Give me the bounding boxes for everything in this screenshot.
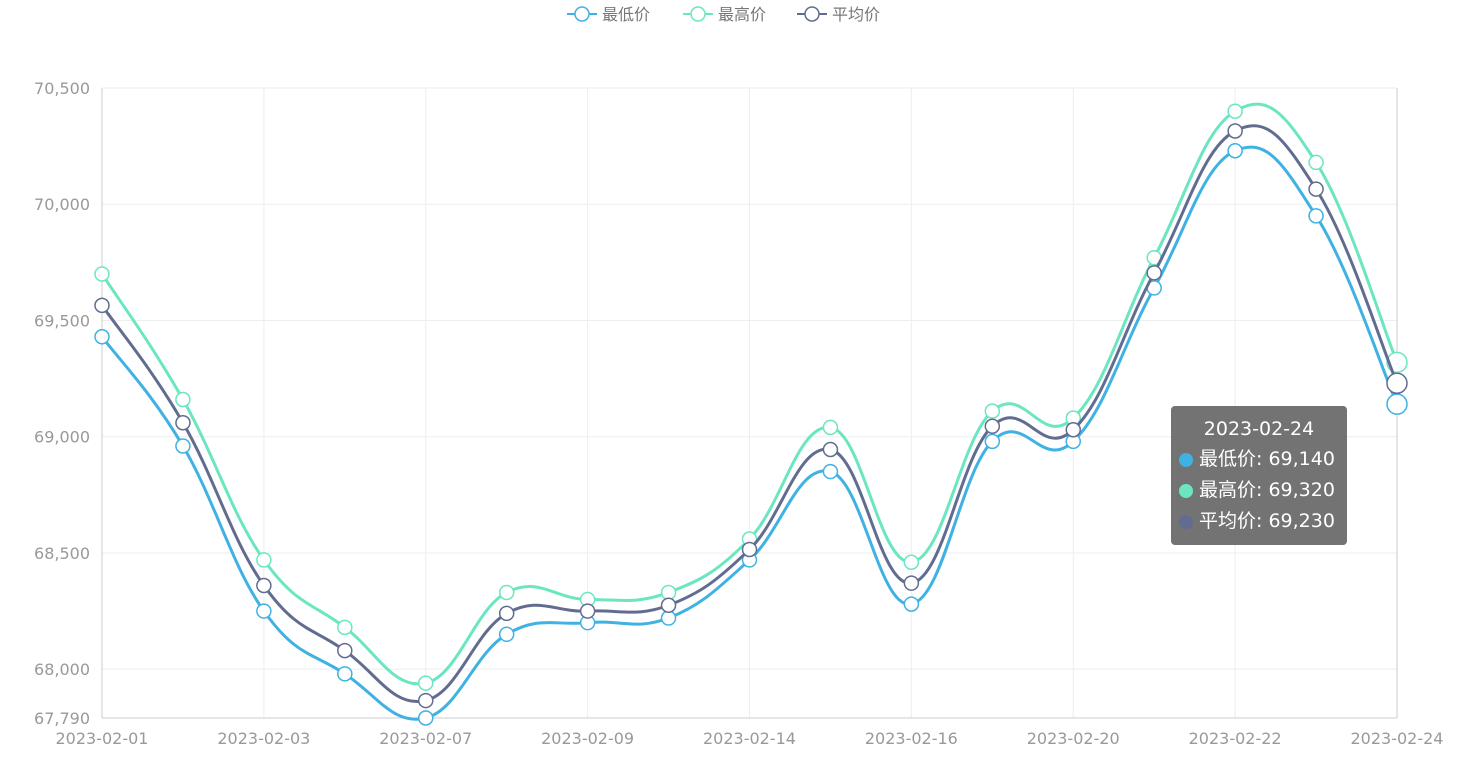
data-point[interactable]	[822, 463, 839, 480]
tooltip: 2023-02-24 最低价: 69,140 最高价: 69,320 平均价: …	[1171, 406, 1347, 545]
x-tick-label: 2023-02-16	[865, 729, 958, 748]
data-point[interactable]	[660, 584, 677, 601]
data-point[interactable]	[175, 438, 191, 454]
tooltip-label-avg: 平均价: 69,230	[1199, 510, 1335, 532]
series-2	[94, 123, 1408, 709]
legend-label: 平均价	[832, 5, 880, 24]
data-point[interactable]	[1065, 421, 1081, 438]
data-point[interactable]	[256, 577, 272, 594]
data-point[interactable]	[337, 619, 353, 636]
y-tick-label: 70,000	[34, 195, 90, 214]
data-point[interactable]	[1386, 393, 1408, 415]
y-tick-label: 68,000	[34, 660, 90, 679]
x-tick-label: 2023-02-14	[703, 729, 796, 748]
series-line	[100, 102, 1399, 686]
data-point[interactable]	[1308, 208, 1324, 224]
legend-item-1[interactable]: 最高价	[683, 5, 766, 24]
data-point[interactable]	[984, 433, 1001, 450]
data-point[interactable]	[94, 266, 110, 282]
x-tick-label: 2023-02-07	[379, 729, 472, 748]
legend-label: 最低价	[602, 5, 650, 24]
data-point[interactable]	[660, 597, 677, 614]
data-point[interactable]	[418, 692, 434, 709]
data-point[interactable]	[418, 710, 434, 726]
data-point[interactable]	[418, 675, 434, 691]
data-point[interactable]	[741, 541, 758, 558]
x-tick-label: 2023-02-03	[217, 729, 310, 748]
legend-marker	[804, 6, 820, 22]
data-point[interactable]	[579, 603, 596, 619]
y-tick-label: 70,500	[34, 79, 90, 98]
x-axis-tick-labels: 2023-02-01 2023-02-03 2023-02-07 2023-02-09…	[56, 729, 1444, 748]
legend[interactable]: 最低价 最高价 平均价	[567, 5, 880, 24]
legend-marker	[574, 6, 590, 22]
data-point[interactable]	[903, 596, 920, 612]
y-tick-label: 69,500	[34, 311, 90, 330]
data-point[interactable]	[337, 666, 353, 682]
data-point[interactable]	[1308, 154, 1324, 171]
data-point[interactable]	[984, 403, 1001, 419]
series-line	[100, 145, 1399, 721]
data-point[interactable]	[1308, 181, 1324, 197]
tooltip-label-min: 最低价: 69,140	[1199, 448, 1335, 470]
tooltip-title: 2023-02-24	[1203, 418, 1315, 440]
series-0	[94, 143, 1408, 726]
data-point[interactable]	[1146, 265, 1162, 281]
legend-item-0[interactable]: 最低价	[567, 5, 650, 24]
data-point[interactable]	[660, 610, 677, 626]
data-point[interactable]	[498, 584, 515, 601]
tooltip-row-min: 最低价: 69,140	[1179, 444, 1347, 475]
tooltip-label-max: 最高价: 69,320	[1199, 479, 1335, 501]
data-point[interactable]	[822, 419, 839, 436]
tooltip-row-avg: 平均价: 69,230	[1179, 506, 1347, 537]
data-point[interactable]	[903, 575, 920, 591]
y-tick-label: 68,500	[34, 544, 90, 563]
tooltip-dot-max	[1179, 483, 1193, 498]
y-tick-label: 69,000	[34, 428, 90, 447]
data-point[interactable]	[1227, 143, 1243, 159]
data-point[interactable]	[984, 418, 1001, 434]
y-tick-label: 67,790	[34, 709, 90, 728]
data-point[interactable]	[256, 603, 272, 619]
data-point[interactable]	[498, 626, 515, 643]
data-point[interactable]	[903, 554, 920, 570]
legend-item-2[interactable]: 平均价	[797, 5, 880, 24]
series-line	[100, 124, 1399, 704]
tooltip-dot-min	[1179, 452, 1193, 467]
legend-marker	[690, 6, 706, 22]
data-point[interactable]	[175, 415, 191, 431]
data-point[interactable]	[822, 441, 839, 458]
data-point[interactable]	[94, 297, 110, 314]
data-point[interactable]	[498, 605, 515, 622]
data-point[interactable]	[1227, 123, 1243, 139]
tooltip-dot-avg	[1179, 514, 1193, 529]
series-layer	[94, 102, 1408, 726]
grid-lines	[102, 87, 1398, 718]
x-tick-label: 2023-02-01	[56, 729, 149, 748]
data-point[interactable]	[94, 328, 110, 345]
series-1	[94, 102, 1408, 691]
data-point[interactable]	[337, 642, 353, 659]
legend-label: 最高价	[718, 5, 766, 24]
data-point[interactable]	[175, 391, 191, 408]
data-point[interactable]	[1227, 103, 1243, 119]
x-tick-label: 2023-02-24	[1351, 729, 1444, 748]
x-tick-label: 2023-02-09	[541, 729, 634, 748]
y-axis-tick-labels: 67,790 68,000 68,500 69,000 69,500 70,000 70,5…	[34, 79, 90, 728]
x-tick-label: 2023-02-20	[1027, 729, 1120, 748]
tooltip-row-max: 最高价: 69,320	[1179, 475, 1347, 506]
data-point[interactable]	[1386, 372, 1408, 394]
x-tick-label: 2023-02-22	[1189, 729, 1282, 748]
data-point[interactable]	[256, 552, 272, 568]
